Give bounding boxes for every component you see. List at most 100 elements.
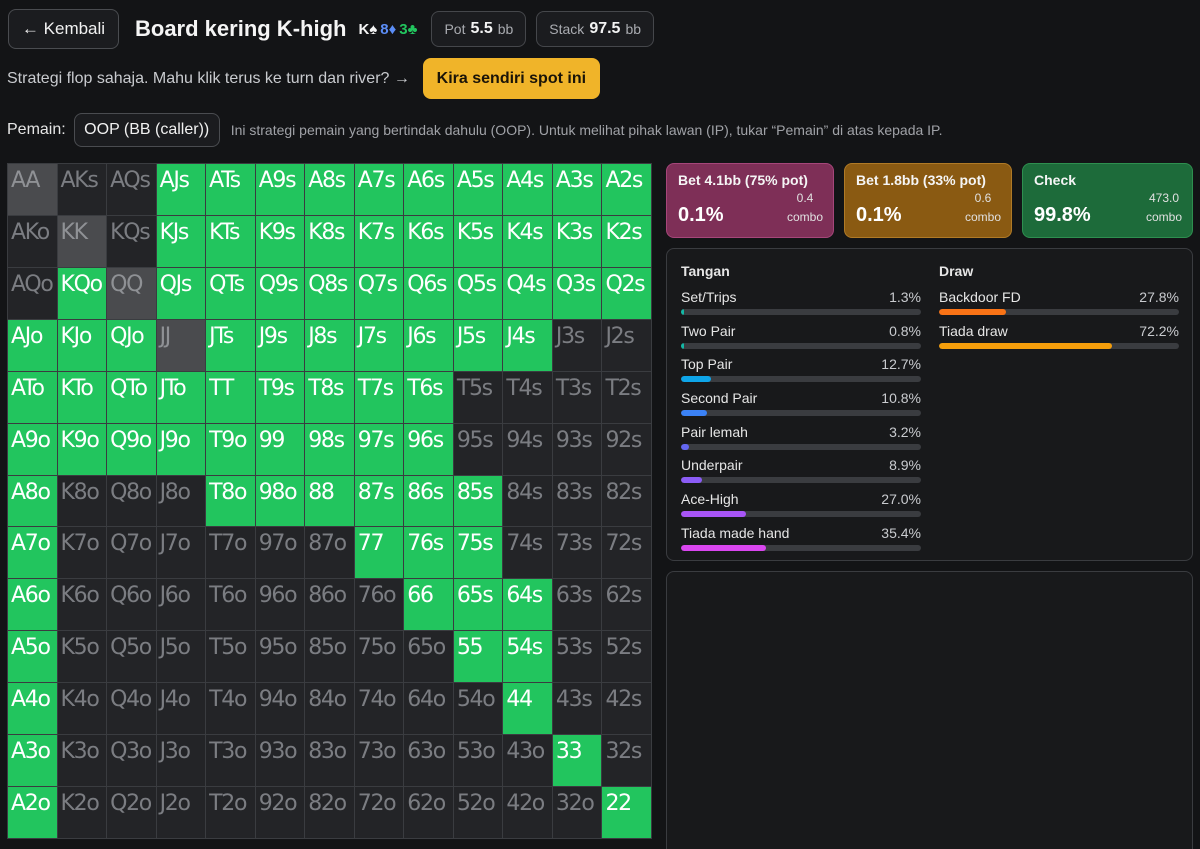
range-cell[interactable]: 63o	[404, 735, 453, 787]
range-cell[interactable]: T6s	[404, 371, 453, 423]
range-cell[interactable]: A6o	[8, 579, 57, 631]
range-cell[interactable]: A2s	[602, 164, 651, 215]
range-cell[interactable]: ATo	[8, 371, 57, 423]
range-cell[interactable]: JTo	[156, 371, 206, 423]
range-cell[interactable]: 72s	[602, 527, 651, 579]
range-cell[interactable]: K8o	[57, 475, 107, 527]
range-cell[interactable]: Q2o	[107, 787, 156, 838]
range-cell[interactable]: 62o	[404, 787, 453, 838]
range-cell[interactable]: K3s	[552, 215, 602, 267]
range-cell[interactable]: A5s	[453, 164, 503, 215]
range-cell[interactable]: K4o	[57, 683, 107, 735]
player-select[interactable]: OOP (BB (caller))	[73, 113, 220, 147]
range-cell[interactable]: 84o	[305, 683, 354, 735]
range-cell[interactable]: Q4s	[503, 267, 552, 319]
range-cell[interactable]: Q7s	[354, 267, 404, 319]
range-cell[interactable]: T7s	[354, 371, 404, 423]
range-cell[interactable]: 42o	[503, 787, 552, 838]
range-cell[interactable]: T4s	[503, 371, 552, 423]
range-cell[interactable]: 42s	[602, 683, 651, 735]
range-cell[interactable]: A4s	[503, 164, 552, 215]
range-cell[interactable]: A9s	[255, 164, 305, 215]
range-cell[interactable]: K4s	[503, 215, 552, 267]
range-cell[interactable]: KTo	[57, 371, 107, 423]
range-cell[interactable]: A7s	[354, 164, 404, 215]
range-cell[interactable]: Q5s	[453, 267, 503, 319]
range-cell[interactable]: J7o	[156, 527, 206, 579]
range-cell[interactable]: 85s	[453, 475, 503, 527]
range-cell[interactable]: 95s	[453, 423, 503, 475]
range-cell[interactable]: 63s	[552, 579, 602, 631]
range-cell[interactable]: 96o	[255, 579, 305, 631]
range-cell[interactable]: 87o	[305, 527, 354, 579]
range-cell[interactable]: T2o	[206, 787, 255, 838]
range-cell[interactable]: 95o	[255, 631, 305, 683]
range-cell[interactable]: A4o	[8, 683, 57, 735]
action-bet-75[interactable]: Bet 4.1bb (75% pot) 0.1% 0.4 combo	[666, 163, 834, 238]
range-cell[interactable]: T9s	[255, 371, 305, 423]
range-cell[interactable]: 86s	[404, 475, 453, 527]
range-cell[interactable]: A7o	[8, 527, 57, 579]
range-cell[interactable]: Q8s	[305, 267, 354, 319]
range-cell[interactable]: A8s	[305, 164, 354, 215]
range-cell[interactable]: J2s	[602, 319, 651, 371]
range-cell[interactable]: J5o	[156, 631, 206, 683]
range-cell[interactable]: KTs	[206, 215, 255, 267]
range-cell[interactable]: Q6o	[107, 579, 156, 631]
range-cell[interactable]: 86o	[305, 579, 354, 631]
range-cell[interactable]: J7s	[354, 319, 404, 371]
range-cell[interactable]: 98o	[255, 475, 305, 527]
range-cell[interactable]: 94s	[503, 423, 552, 475]
range-cell[interactable]: QQ	[107, 267, 156, 319]
range-cell[interactable]: K9o	[57, 423, 107, 475]
range-cell[interactable]: J3o	[156, 735, 206, 787]
range-cell[interactable]: T7o	[206, 527, 255, 579]
range-cell[interactable]: QJo	[107, 319, 156, 371]
range-cell[interactable]: JTs	[206, 319, 255, 371]
calculate-spot-button[interactable]: Kira sendiri spot ini	[422, 58, 600, 99]
range-cell[interactable]: K9s	[255, 215, 305, 267]
range-cell[interactable]: 77	[354, 527, 404, 579]
range-cell[interactable]: J2o	[156, 787, 206, 838]
range-cell[interactable]: K7s	[354, 215, 404, 267]
range-cell[interactable]: 83o	[305, 735, 354, 787]
range-cell[interactable]: T2s	[602, 371, 651, 423]
range-cell[interactable]: 87s	[354, 475, 404, 527]
range-cell[interactable]: 66	[404, 579, 453, 631]
range-cell[interactable]: K7o	[57, 527, 107, 579]
range-cell[interactable]: 53o	[453, 735, 503, 787]
range-cell[interactable]: 64o	[404, 683, 453, 735]
range-cell[interactable]: Q9s	[255, 267, 305, 319]
range-cell[interactable]: 32o	[552, 787, 602, 838]
range-cell[interactable]: 22	[602, 787, 651, 838]
range-cell[interactable]: 98s	[305, 423, 354, 475]
range-cell[interactable]: AQs	[107, 164, 156, 215]
range-cell[interactable]: 92s	[602, 423, 651, 475]
range-cell[interactable]: 32s	[602, 735, 651, 787]
range-cell[interactable]: 43o	[503, 735, 552, 787]
range-cell[interactable]: Q2s	[602, 267, 651, 319]
range-cell[interactable]: J8s	[305, 319, 354, 371]
range-cell[interactable]: 55	[453, 631, 503, 683]
range-cell[interactable]: AA	[8, 164, 57, 215]
range-cell[interactable]: K8s	[305, 215, 354, 267]
range-cell[interactable]: 88	[305, 475, 354, 527]
range-cell[interactable]: Q6s	[404, 267, 453, 319]
range-cell[interactable]: A2o	[8, 787, 57, 838]
range-cell[interactable]: 54o	[453, 683, 503, 735]
range-cell[interactable]: QJs	[156, 267, 206, 319]
range-cell[interactable]: J4s	[503, 319, 552, 371]
range-cell[interactable]: 52s	[602, 631, 651, 683]
range-cell[interactable]: 99	[255, 423, 305, 475]
range-cell[interactable]: 74s	[503, 527, 552, 579]
range-cell[interactable]: K2s	[602, 215, 651, 267]
range-cell[interactable]: 93s	[552, 423, 602, 475]
action-bet-33[interactable]: Bet 1.8bb (33% pot) 0.1% 0.6 combo	[844, 163, 1012, 238]
range-cell[interactable]: 72o	[354, 787, 404, 838]
range-cell[interactable]: 82s	[602, 475, 651, 527]
range-cell[interactable]: ATs	[206, 164, 255, 215]
range-cell[interactable]: 96s	[404, 423, 453, 475]
range-cell[interactable]: K2o	[57, 787, 107, 838]
range-cell[interactable]: AKs	[57, 164, 107, 215]
range-cell[interactable]: 82o	[305, 787, 354, 838]
